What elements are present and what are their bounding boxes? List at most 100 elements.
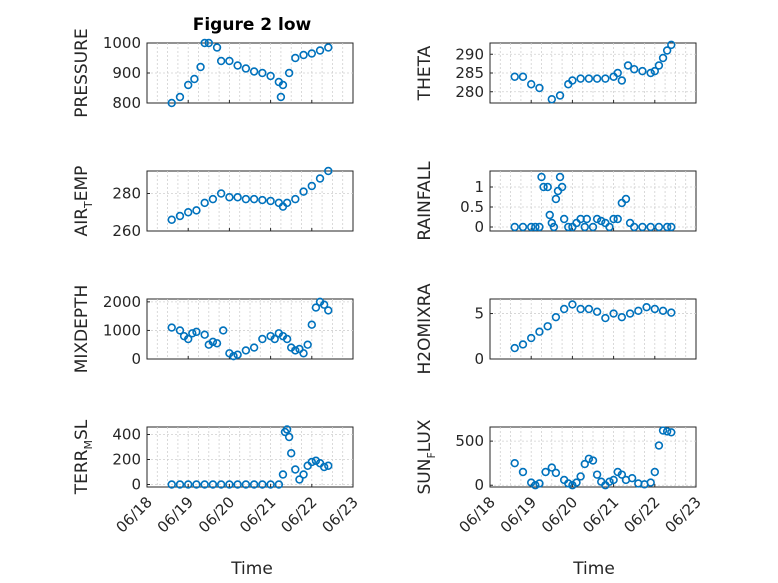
data-point xyxy=(233,350,242,359)
y-tick-label: 285 xyxy=(455,64,484,82)
data-point xyxy=(646,478,655,487)
data-point xyxy=(621,194,631,204)
y-tick-label: 1000 xyxy=(103,321,141,339)
data-point xyxy=(241,64,251,73)
x-tick-label: 06/21 xyxy=(236,493,279,536)
data-point xyxy=(510,343,519,353)
data-point xyxy=(184,80,193,90)
data-point xyxy=(175,326,185,335)
data-point xyxy=(580,459,589,469)
data-point xyxy=(650,467,659,477)
data-point xyxy=(258,480,267,489)
data-point xyxy=(311,303,321,312)
y-tick-label: 0 xyxy=(474,476,484,494)
data-point xyxy=(299,50,308,60)
data-point xyxy=(258,334,267,344)
data-point xyxy=(167,323,176,332)
panel-air-temp: 260 280 AIRTEMP xyxy=(72,166,354,240)
data-point xyxy=(241,346,251,355)
data-point xyxy=(613,214,622,224)
panel-pressure: 800 900 1000 PRESSURE xyxy=(72,28,354,118)
data-point xyxy=(535,222,544,232)
data-point xyxy=(299,187,308,196)
data-point xyxy=(518,222,528,232)
y-tick-label: 800 xyxy=(112,94,141,112)
panel-rainfall: 0 0.5 1 RAINFALL xyxy=(415,161,697,241)
data-point xyxy=(547,95,556,104)
data-point xyxy=(216,480,226,489)
data-point xyxy=(284,432,294,442)
data-point xyxy=(549,222,559,232)
y-tick-label: 200 xyxy=(112,451,141,469)
y-tick-label: 0 xyxy=(474,350,484,368)
data-point xyxy=(627,473,637,483)
data-point xyxy=(324,461,333,470)
data-point xyxy=(295,475,304,484)
data-point xyxy=(609,214,618,224)
data-point xyxy=(580,222,589,232)
data-point xyxy=(175,92,185,102)
data-point xyxy=(229,351,238,361)
data-point xyxy=(291,194,300,204)
data-point xyxy=(605,477,614,486)
data-point xyxy=(315,46,325,55)
data-point xyxy=(225,193,234,202)
data-point xyxy=(609,475,618,485)
data-point xyxy=(295,344,304,354)
data-point xyxy=(291,346,300,355)
x-tick-label: 06/18 xyxy=(456,493,499,536)
data-point xyxy=(551,468,561,478)
data-point xyxy=(291,465,300,474)
data-point xyxy=(324,306,333,315)
x-tick-label: 06/20 xyxy=(538,493,581,536)
data-point xyxy=(541,467,550,477)
data-point xyxy=(625,309,635,318)
data-point xyxy=(559,214,569,224)
y-tick-label: 260 xyxy=(112,222,141,240)
data-point xyxy=(307,49,316,58)
data-point xyxy=(576,74,585,83)
data-point xyxy=(609,309,618,318)
x-tick-label: 06/20 xyxy=(195,493,238,536)
panel-mixdepth: 0 1000 2000 MIXDEPTH xyxy=(72,285,354,373)
data-point xyxy=(667,428,676,437)
data-point xyxy=(545,210,554,220)
x-tick-label: 06/23 xyxy=(319,493,362,536)
data-point xyxy=(200,38,209,48)
data-point xyxy=(225,480,234,489)
data-point xyxy=(311,456,321,465)
data-point xyxy=(284,68,294,78)
data-point xyxy=(557,182,567,192)
y-tick-label: 0 xyxy=(131,350,141,368)
data-point xyxy=(601,74,610,83)
data-point xyxy=(241,480,251,489)
data-point xyxy=(196,62,205,72)
data-point xyxy=(555,172,565,182)
data-point xyxy=(605,222,614,232)
data-point xyxy=(592,74,602,83)
data-point xyxy=(535,327,544,336)
data-point xyxy=(543,182,552,192)
data-point xyxy=(510,222,519,232)
data-point xyxy=(613,68,622,78)
data-point xyxy=(303,340,312,349)
y-tick-label: 280 xyxy=(455,83,484,101)
y-tick-label: 0.5 xyxy=(460,198,484,216)
data-point xyxy=(212,43,222,52)
data-point xyxy=(188,329,197,338)
data-point xyxy=(200,330,209,339)
data-point xyxy=(535,83,544,93)
x-tick-label: 06/19 xyxy=(154,493,197,536)
data-point xyxy=(167,480,176,489)
y-tick-label: 900 xyxy=(112,64,141,82)
data-point xyxy=(667,40,676,50)
data-point xyxy=(650,304,659,314)
data-point xyxy=(547,463,556,472)
data-point xyxy=(617,470,627,479)
data-point xyxy=(638,66,647,76)
data-point xyxy=(646,68,655,78)
data-point xyxy=(258,68,267,78)
data-point xyxy=(200,480,209,489)
data-point xyxy=(629,222,639,232)
